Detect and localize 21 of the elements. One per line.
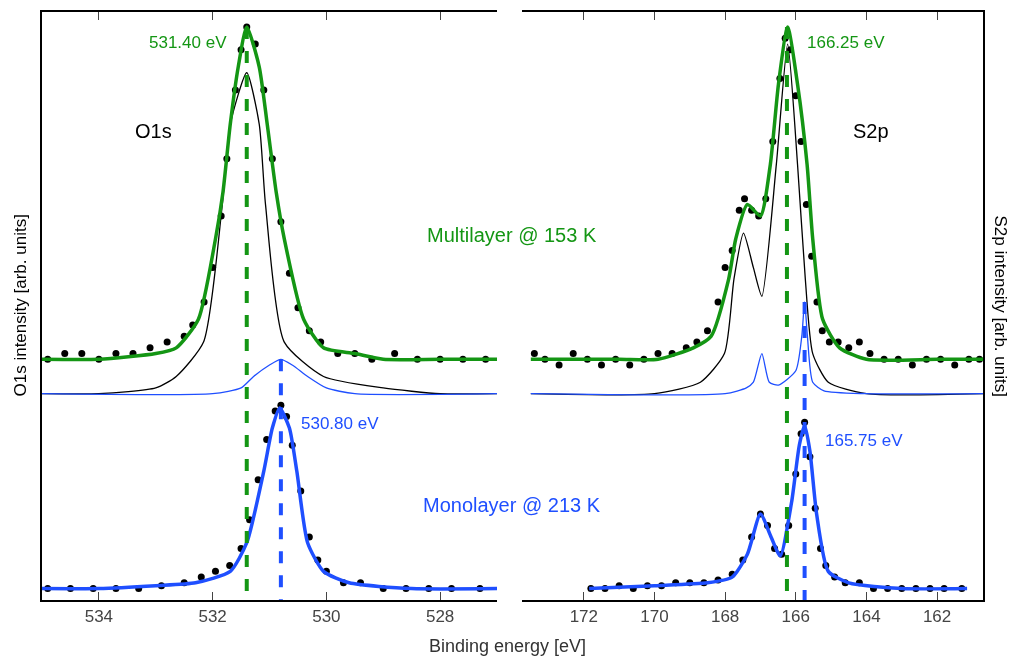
- x-tick-label: 168: [710, 607, 740, 627]
- annotation: 531.40 eV: [149, 33, 228, 52]
- x-tick-label: 528: [425, 607, 455, 627]
- x-tick-label: 172: [569, 607, 599, 627]
- x-tick-label: 530: [312, 607, 341, 627]
- annotation: Multilayer @ 153 K: [427, 224, 597, 246]
- x-tick-label: 164: [852, 607, 881, 627]
- x-tick-label: 534: [84, 607, 114, 627]
- annotation: 530.80 eV: [301, 414, 380, 433]
- x-tick-label: 532: [198, 607, 227, 627]
- x-tick-label: 170: [640, 607, 669, 627]
- annotation: Monolayer @ 213 K: [423, 494, 601, 516]
- y-axis-title: O1s intensity [arb. units]: [10, 214, 30, 397]
- annotation: S2p: [853, 120, 889, 142]
- annotation: 166.25 eV: [807, 33, 886, 52]
- x-tick-label: 166: [781, 607, 810, 627]
- x-axis-title: Binding energy [eV]: [429, 636, 587, 656]
- annotation: 165.75 eV: [825, 431, 904, 450]
- x-tick-label: 162: [922, 607, 952, 627]
- annotation: O1s: [135, 120, 172, 142]
- y-axis-title: S2p intensity [arb. units]: [990, 215, 1010, 397]
